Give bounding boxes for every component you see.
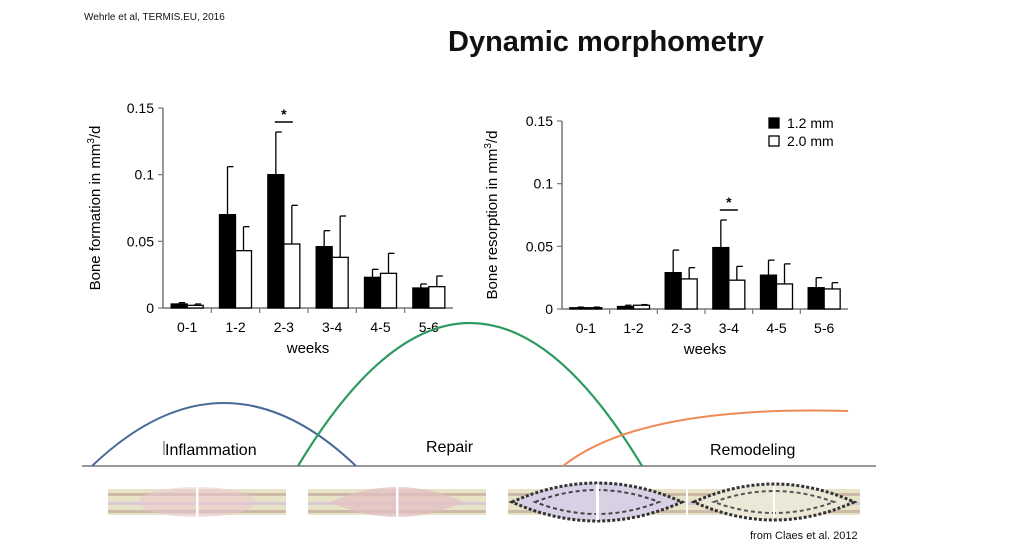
x-tick-label: 0-1: [576, 320, 596, 336]
legend-label: 2.0 mm: [787, 133, 834, 149]
bar-2-0mm: [186, 304, 204, 309]
bar-2-0mm: [632, 304, 651, 310]
x-axis-label: weeks: [286, 340, 330, 357]
bone-formation-chart: 0 0.05 0.1 0.15 0-1 1-2 2-3 3-4 4-5 5-6 * weeks Bone…: [86, 100, 453, 357]
inflammation-curve: [91, 402, 357, 467]
y-tick-label: 0.05: [526, 238, 553, 254]
x-tick-label: 3-4: [719, 320, 739, 336]
y-axis-label-main: Bone resorption in mm: [484, 149, 501, 300]
slide-title: Dynamic morphometry: [448, 26, 764, 58]
y-axis-label-unit: /d: [87, 126, 104, 139]
bar-2-0mm: [585, 307, 603, 310]
bar-1-2mm: [267, 174, 285, 309]
y-tick-label: 0.1: [135, 167, 155, 183]
y-axis-label: Bone resorption in mm3/d: [483, 131, 501, 300]
bar-2-0mm: [823, 288, 841, 310]
phase-label-inflammation: Inflammation: [165, 442, 257, 459]
remodeling-curve: [562, 409, 849, 467]
x-tick-label: 2-3: [274, 319, 294, 335]
bar-2-0mm: [234, 250, 253, 309]
legend-swatch: [768, 135, 780, 147]
x-tick-label: 2-3: [671, 320, 691, 336]
y-tick-label: 0.15: [526, 113, 553, 129]
bone-illustration-remodeling: [688, 482, 860, 522]
bar-2-0mm: [775, 283, 794, 310]
bar-2-0mm: [331, 256, 349, 309]
bar-1-2mm: [712, 246, 730, 310]
x-tick-label: 1-2: [225, 319, 245, 335]
y-axis-label-unit: /d: [484, 131, 501, 144]
significance-label: *: [281, 106, 287, 122]
x-axis-label: weeks: [683, 341, 727, 358]
bar-2-0mm: [428, 286, 446, 309]
bar-2-0mm: [680, 278, 698, 310]
bar-2-0mm: [728, 279, 746, 310]
bone-illustration-inflammation: [108, 487, 286, 517]
bar-2-0mm: [283, 243, 301, 309]
repair-curve: [297, 321, 643, 467]
citation: Wehrle et al, TERMIS.EU, 2016: [84, 12, 225, 23]
y-tick-label: 0: [545, 301, 553, 317]
y-tick-label: 0.15: [127, 100, 154, 116]
legend-swatch: [768, 117, 780, 129]
y-axis-label-main: Bone formation in mm: [87, 144, 104, 291]
bone-illustration-repair-callus: [508, 481, 686, 523]
x-tick-label: 4-5: [370, 319, 390, 335]
y-tick-label: 0.1: [534, 176, 554, 192]
x-tick-label: 3-4: [322, 319, 342, 335]
x-tick-label: 0-1: [177, 319, 197, 335]
bone-illustration-repair-early: [308, 486, 486, 518]
y-axis-label-sup: 3: [86, 138, 97, 144]
phase-label-remodeling: Remodeling: [710, 442, 795, 459]
source-note: from Claes et al. 2012: [750, 530, 858, 542]
y-tick-label: 0.05: [127, 233, 154, 249]
y-tick-label: 0: [146, 300, 154, 316]
x-tick-label: 1-2: [623, 320, 643, 336]
y-axis-label: Bone formation in mm3/d: [86, 126, 104, 291]
legend-label: 1.2 mm: [787, 115, 834, 131]
bone-resorption-chart: 0 0.05 0.1 0.15 0-1 1-2 2-3 3-4 4-5 5-6 * weeks Bone…: [483, 113, 848, 358]
bar-2-0mm: [379, 272, 398, 309]
x-tick-label: 5-6: [814, 320, 834, 336]
x-tick-label: 4-5: [766, 320, 786, 336]
phase-label-repair: Repair: [426, 439, 474, 456]
significance-label: *: [726, 194, 732, 210]
x-tick-label: 5-6: [419, 319, 439, 335]
y-axis-label-sup: 3: [483, 143, 494, 149]
